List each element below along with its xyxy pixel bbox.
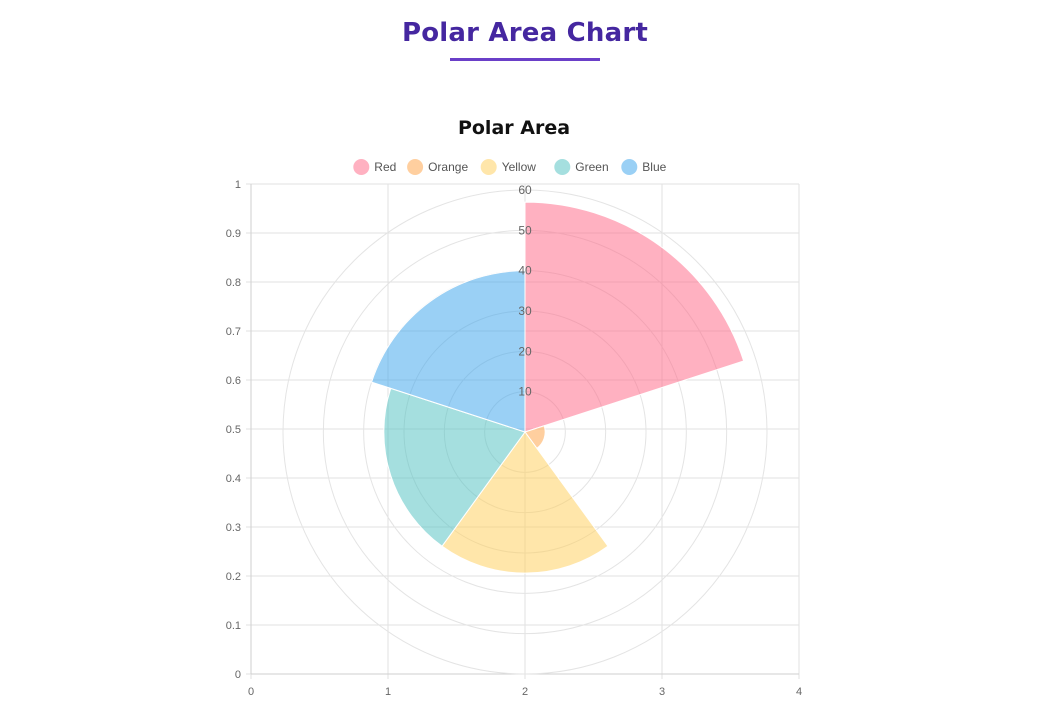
chart-title: Polar Area <box>458 117 570 139</box>
legend-swatch-red[interactable] <box>353 159 370 175</box>
radial-tick-label: 60 <box>518 183 532 197</box>
polar-sectors <box>370 201 745 574</box>
x-tick-label: 3 <box>659 686 665 698</box>
page-header: Polar Area Chart <box>0 18 1050 61</box>
y-tick-label: 0.4 <box>226 473 241 485</box>
y-tick-label: 0 <box>235 669 241 681</box>
legend: Red Orange Yellow Green Blue <box>353 159 667 175</box>
y-tick-label: 0.6 <box>226 375 241 387</box>
y-tick-label: 0.9 <box>226 228 241 240</box>
y-axis-ticks: 0 0.1 0.2 0.3 0.4 0.5 0.6 0.7 0.8 0.9 1 <box>226 179 241 681</box>
sector-blue[interactable] <box>370 270 526 433</box>
legend-label-blue[interactable]: Blue <box>642 160 666 174</box>
page-title: Polar Area Chart <box>401 18 648 48</box>
y-tick-label: 0.2 <box>226 571 241 583</box>
sector-green[interactable] <box>383 387 526 547</box>
y-tick-label: 0.3 <box>226 522 241 534</box>
radial-tick-label: 10 <box>518 385 532 399</box>
y-tick-label: 0.7 <box>226 326 241 338</box>
sector-red[interactable] <box>524 201 745 433</box>
radial-tick-label: 20 <box>518 344 532 358</box>
radial-axis-ticks: 10 20 30 40 50 60 <box>518 183 532 399</box>
legend-swatch-yellow[interactable] <box>480 159 497 175</box>
y-tick-label: 0.8 <box>226 277 241 289</box>
x-tick-label: 2 <box>522 686 528 698</box>
x-axis-ticks: 0 1 2 3 4 <box>248 686 802 698</box>
y-tick-label: 0.1 <box>226 620 241 632</box>
radial-ring <box>282 189 768 675</box>
legend-label-red[interactable]: Red <box>374 160 396 174</box>
legend-label-green[interactable]: Green <box>575 160 608 174</box>
radial-tick-label: 40 <box>518 264 532 278</box>
y-tick-label: 1 <box>235 179 241 191</box>
x-tick-label: 0 <box>248 686 254 698</box>
legend-label-orange[interactable]: Orange <box>428 160 468 174</box>
sector-yellow[interactable] <box>441 431 609 574</box>
legend-swatch-blue[interactable] <box>621 159 638 175</box>
x-tick-label: 1 <box>385 686 391 698</box>
y-tick-label: 0.5 <box>226 424 241 436</box>
x-tick-label: 4 <box>796 686 802 698</box>
legend-swatch-green[interactable] <box>554 159 571 175</box>
radial-tick-label: 50 <box>518 223 532 237</box>
legend-label-yellow[interactable]: Yellow <box>502 160 537 174</box>
title-underline <box>450 58 600 61</box>
radial-tick-label: 30 <box>518 304 532 318</box>
legend-swatch-orange[interactable] <box>407 159 424 175</box>
